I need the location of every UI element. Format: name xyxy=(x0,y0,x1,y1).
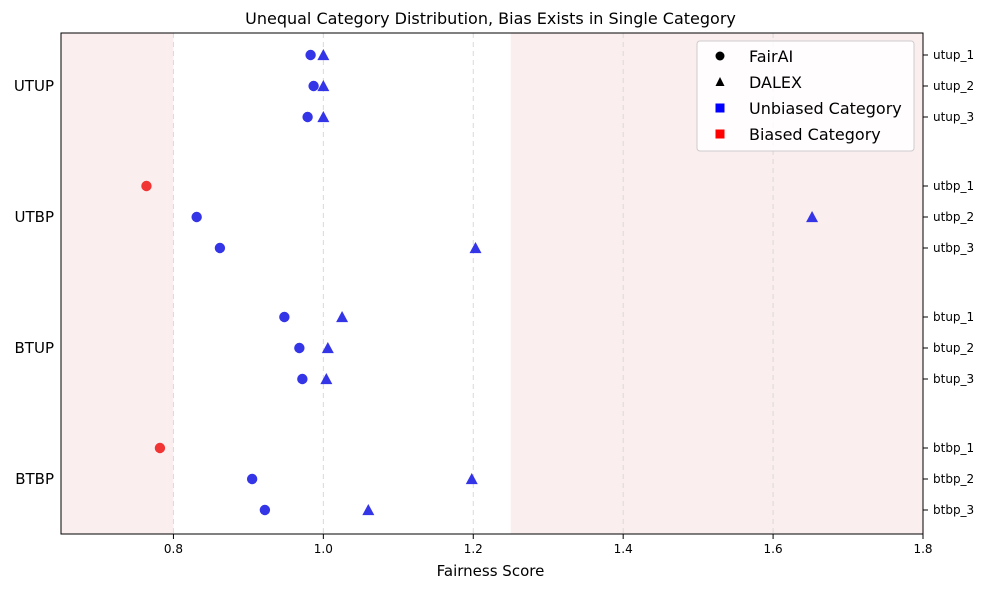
fairai-point-btup_2 xyxy=(294,342,305,354)
fairai-point-utup_1 xyxy=(305,49,316,61)
x-tick-label-6: 1.8 xyxy=(913,542,932,556)
category-label-utbp_1: utbp_1 xyxy=(933,179,974,193)
shaded-region-1 xyxy=(61,33,174,534)
group-label-btbp: BTBP xyxy=(15,470,54,488)
dalex-point-utup_2 xyxy=(317,80,330,92)
x-tick-label-4: 1.4 xyxy=(614,542,633,556)
legend-fairai-label: FairAI xyxy=(749,47,793,66)
dalex-point-utup_1 xyxy=(317,49,330,61)
dalex-point-btbp_2 xyxy=(465,473,478,485)
category-label-utup_3: utup_3 xyxy=(933,110,974,124)
dalex-point-utbp_3 xyxy=(469,242,482,254)
legend-dalex-label: DALEX xyxy=(749,73,802,92)
legend-biased-category-label: Biased Category xyxy=(749,125,881,144)
fairai-point-btup_3 xyxy=(297,373,308,385)
category-label-btbp_1: btbp_1 xyxy=(933,441,974,455)
dalex-point-btup_3 xyxy=(320,373,333,385)
group-label-utbp: UTBP xyxy=(15,208,54,226)
x-axis-label: Fairness Score xyxy=(437,562,545,580)
category-label-utup_1: utup_1 xyxy=(933,48,974,62)
fairai-point-btbp_1 xyxy=(154,442,166,454)
fairai-point-btup_1 xyxy=(279,311,290,323)
dalex-point-utup_3 xyxy=(317,111,330,123)
x-tick-label-2: 1.0 xyxy=(314,542,333,556)
dalex-point-btbp_3 xyxy=(362,504,375,516)
group-label-utup: UTUP xyxy=(14,77,54,95)
legend-fairai-marker xyxy=(715,51,725,61)
dalex-point-btup_1 xyxy=(336,311,349,323)
group-label-btup: BTUP xyxy=(15,339,54,357)
fairai-point-btbp_3 xyxy=(259,504,271,516)
fairai-point-utbp_3 xyxy=(214,242,226,254)
legend-unbiased-category-label: Unbiased Category xyxy=(749,99,902,118)
x-tick-label-3: 1.2 xyxy=(464,542,483,556)
dalex-point-utbp_2 xyxy=(806,211,819,223)
legend-box xyxy=(696,40,915,152)
x-tick-label-1: 0.8 xyxy=(164,542,183,556)
fairai-point-utup_3 xyxy=(302,111,313,123)
dalex-point-btup_2 xyxy=(321,342,334,354)
chart-title: Unequal Category Distribution, Bias Exis… xyxy=(245,9,736,28)
legend-unbiased-category-marker xyxy=(715,103,725,113)
category-label-btup_2: btup_2 xyxy=(933,341,974,355)
plot-frame xyxy=(60,32,924,535)
category-label-utup_2: utup_2 xyxy=(933,79,974,93)
fairai-point-utbp_1 xyxy=(141,180,152,192)
fairai-point-utbp_2 xyxy=(191,211,202,223)
legend-biased-category-marker xyxy=(715,129,725,139)
category-label-utbp_3: utbp_3 xyxy=(933,241,974,255)
legend-dalex-marker xyxy=(715,77,725,86)
category-label-btup_1: btup_1 xyxy=(933,310,974,324)
fairai-point-utup_2 xyxy=(308,80,319,92)
category-label-btbp_2: btbp_2 xyxy=(933,472,974,486)
category-label-btbp_3: btbp_3 xyxy=(933,503,974,517)
fairai-point-btbp_2 xyxy=(246,473,258,485)
category-label-utbp_2: utbp_2 xyxy=(933,210,974,224)
category-label-btup_3: btup_3 xyxy=(933,372,974,386)
x-tick-label-5: 1.6 xyxy=(764,542,783,556)
